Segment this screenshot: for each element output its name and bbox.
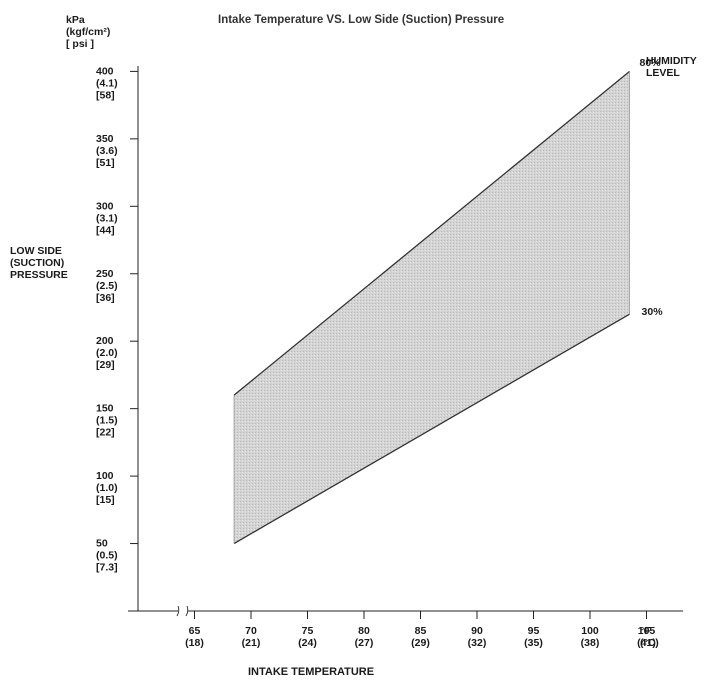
chart-title: Intake Temperature VS. Low Side (Suction… xyxy=(218,14,505,26)
y-tick-label-250-line-3: [36] xyxy=(96,292,115,304)
series-label-80: 80% xyxy=(639,57,661,70)
humidity-legend-line-1: HUMIDITY xyxy=(646,55,697,67)
y-tick-label-150-line-2: (1.5) xyxy=(96,415,118,427)
y-axis-label-line-1: LOW SIDE xyxy=(10,245,62,257)
x-tick-label-70-line-2: (21) xyxy=(242,637,261,649)
x-tick-label-90: 90 (32) xyxy=(468,625,487,649)
y-tick-label-150: 150 (1.5) [22] xyxy=(96,403,118,439)
x-tick-label-80-line-2: (27) xyxy=(355,637,374,649)
y-tick-label-200: 200 (2.0) [29] xyxy=(96,335,118,371)
x-unit-f: °F xyxy=(640,625,651,637)
x-tick-label-105: 105 (41) xyxy=(637,625,656,649)
x-tick-label-100-line-1: 100 xyxy=(581,625,599,637)
x-tick-label-70-line-1: 70 xyxy=(245,625,257,637)
x-tick-label-75-line-2: (24) xyxy=(298,637,317,649)
series-label-30: 30% xyxy=(641,306,663,319)
x-unit-c: (°C) xyxy=(640,637,659,649)
humidity-band-area xyxy=(234,71,630,544)
x-tick-label-65: 65 (18) xyxy=(185,625,204,649)
y-axis-label-line-3: PRESSURE xyxy=(10,269,68,281)
x-tick-label-65-line-2: (18) xyxy=(185,637,204,649)
x-tick-label-95: 95 (35) xyxy=(524,625,543,649)
x-tick-label-100-line-2: (38) xyxy=(581,637,600,649)
humidity-legend-title: HUMIDITY LEVEL xyxy=(646,55,697,79)
y-tick-label-350-line-3: [51] xyxy=(96,157,115,169)
y-tick-label-50-line-2: (0.5) xyxy=(96,550,118,562)
y-tick-label-300-line-3: [44] xyxy=(96,224,115,236)
y-tick-label-350-line-1: 350 xyxy=(96,133,114,145)
y-unit-psi: [ psi ] xyxy=(66,38,94,50)
y-tick-label-300-line-2: (3.1) xyxy=(96,212,118,224)
x-tick-label-95-line-1: 95 xyxy=(528,625,540,637)
series-line-30 xyxy=(233,313,630,545)
x-tick-label-100: 100 (38) xyxy=(581,625,600,649)
y-tick-label-250-line-2: (2.5) xyxy=(96,280,118,292)
y-tick-label-100-line-3: [15] xyxy=(96,494,115,506)
x-tick-label-90-line-1: 90 xyxy=(471,625,483,637)
y-tick-label-300: 300 (3.1) [44] xyxy=(96,200,118,236)
x-tick-label-90-line-2: (32) xyxy=(468,637,487,649)
x-tick-label-85-line-2: (29) xyxy=(411,637,430,649)
y-tick-label-200-line-2: (2.0) xyxy=(96,347,118,359)
y-tick-label-350-line-2: (3.6) xyxy=(96,145,118,157)
x-axis-break-mark xyxy=(176,605,189,617)
y-tick-label-400-line-3: [58] xyxy=(96,89,115,101)
y-tick-label-100: 100 (1.0) [15] xyxy=(96,470,118,506)
series-line-80 xyxy=(233,70,630,396)
x-tick-label-75: 75 (24) xyxy=(298,625,317,649)
y-axis-label: LOW SIDE (SUCTION) PRESSURE xyxy=(10,245,68,281)
x-tick-label-105-line-1: 105 xyxy=(638,625,656,637)
y-tick-label-50: 50 (0.5) [7.3] xyxy=(96,538,118,574)
x-tick-label-65-line-1: 65 xyxy=(189,625,201,637)
y-tick-label-200-line-3: [29] xyxy=(96,359,115,371)
y-tick-label-400-line-2: (4.1) xyxy=(96,77,118,89)
y-tick-label-400-line-1: 400 xyxy=(96,65,114,77)
y-tick-label-50-line-3: [7.3] xyxy=(96,562,118,574)
y-tick-label-400: 400 (4.1) [58] xyxy=(96,65,118,101)
x-tick-label-80-line-1: 80 xyxy=(358,625,370,637)
y-tick-label-300-line-1: 300 xyxy=(96,200,114,212)
y-tick-label-50-line-1: 50 xyxy=(96,538,108,550)
y-tick-label-150-line-1: 150 xyxy=(96,403,114,415)
x-axis-label: INTAKE TEMPERATURE xyxy=(248,666,375,678)
x-axis-units: °F (°C) xyxy=(640,625,659,649)
y-unit-kgf: (kgf/cm²) xyxy=(66,26,111,38)
y-tick-label-100-line-1: 100 xyxy=(96,470,114,482)
x-tick-label-95-line-2: (35) xyxy=(524,637,543,649)
y-axis-units: kPa (kgf/cm²) [ psi ] xyxy=(66,14,110,50)
x-tick-label-105-line-2: (41) xyxy=(637,637,656,649)
x-tick-label-75-line-1: 75 xyxy=(302,625,314,637)
humidity-legend-line-2: LEVEL xyxy=(646,67,680,79)
y-tick-label-350: 350 (3.6) [51] xyxy=(96,133,118,169)
y-tick-label-250-line-1: 250 xyxy=(96,268,114,280)
y-tick-label-250: 250 (2.5) [36] xyxy=(96,268,118,304)
y-unit-kpa: kPa xyxy=(66,14,85,26)
y-axis-label-line-2: (SUCTION) xyxy=(10,257,65,269)
y-tick-label-100-line-2: (1.0) xyxy=(96,482,118,494)
y-tick-label-150-line-3: [22] xyxy=(96,427,115,439)
x-tick-label-70: 70 (21) xyxy=(242,625,261,649)
x-tick-label-85-line-1: 85 xyxy=(415,625,427,637)
x-tick-label-85: 85 (29) xyxy=(411,625,430,649)
x-tick-label-80: 80 (27) xyxy=(355,625,374,649)
y-tick-label-200-line-1: 200 xyxy=(96,335,114,347)
